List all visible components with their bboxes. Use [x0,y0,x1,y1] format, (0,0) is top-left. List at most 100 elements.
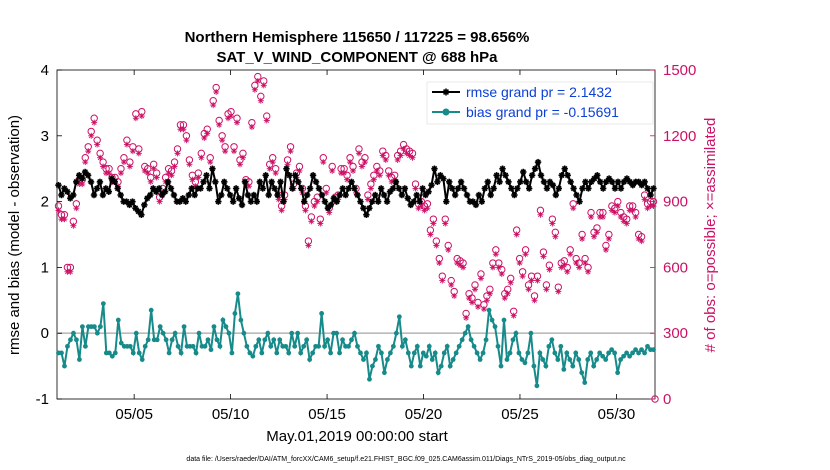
bias-point [585,357,591,362]
y-right-tick-label: 900 [663,194,688,211]
bias-point [268,343,274,349]
bias-point [71,330,76,336]
rmse-point [540,178,548,186]
obs-assimilated-point [543,286,550,293]
bias-point [549,337,555,343]
obs-assimilated-point [472,286,479,293]
bias-point [298,350,304,356]
obs-assimilated-point [519,273,526,280]
rmse-point [505,178,512,186]
obs-assimilated-point [457,262,464,269]
bias-point [163,337,169,343]
y-right-tick-label: 0 [663,391,671,408]
bias-point [83,343,88,349]
y-axis-right-label: # of obs: o=possible; ×=assimilated [702,118,719,353]
rmse-point [599,185,607,192]
bias-point [136,350,142,356]
rmse-point [585,185,592,192]
bias-point [600,353,606,359]
obs-assimilated-point [540,253,547,260]
bias-point [148,307,154,313]
bias-point [328,350,333,356]
bias-point [615,370,621,376]
bias-point [127,343,133,349]
bias-point [337,350,342,356]
bias-point [283,343,289,349]
x-tick-label: 05/10 [212,406,250,423]
bias-point [528,330,534,336]
rmse-point [274,191,281,199]
obs-assimilated-point [210,102,217,109]
obs-assimilated-point [85,148,92,155]
bias-point [232,311,238,316]
bias-point [489,317,495,323]
rmse-point [268,178,275,186]
obs-assimilated-point [120,159,127,166]
obs-assimilated-point [585,268,592,275]
rmse-point [449,185,456,192]
obs-assimilated-point [266,165,273,172]
obs-assimilated-point [599,213,606,220]
bias-point [501,317,507,323]
bias-point [519,357,525,362]
rmse-point [235,195,243,202]
obs-assimilated-point [341,170,348,177]
bias-point [250,353,256,359]
legend-entry-rmse: rmse grand pr = 2.1432 [466,84,612,100]
bias-point [190,343,196,349]
bias-point [420,350,426,356]
obs-assimilated-point [97,154,104,161]
obs-assimilated-point [123,141,130,148]
bias-point [468,337,474,343]
bias-point [483,337,489,343]
rmse-point [520,168,527,176]
rmse-point [457,178,465,186]
rmse-point [454,185,462,192]
bias-point [244,343,250,349]
bias-point [301,343,307,349]
bias-point [364,350,369,356]
bias-point [62,363,67,369]
obs-assimilated-point [189,176,196,183]
bias-point [370,363,375,369]
rmse-point [579,185,586,192]
obs-assimilated-point [248,124,255,131]
bias-point [74,337,79,343]
bias-point [94,330,100,336]
bias-point [241,330,247,336]
rmse-point [525,185,533,192]
bias-point [319,311,325,316]
obs-assimilated-point [370,176,377,183]
obs-assimilated-point [463,314,470,321]
bias-point [516,350,522,356]
rmse-point [380,191,388,199]
rmse-point [164,178,172,186]
bias-point [358,350,363,356]
obs-assimilated-point [138,113,145,120]
rmse-point [351,185,358,192]
bias-point [627,353,632,359]
obs-assimilated-point [260,82,267,89]
bias-point [376,343,381,349]
obs-assimilated-point [400,145,407,152]
bias-point [292,343,298,349]
rmse-point [188,185,195,192]
obs-assimilated-point [632,213,639,220]
obs-assimilated-point [174,150,181,157]
rmse-series [55,158,657,218]
rmse-point [398,191,406,199]
rmse-point [528,172,536,179]
bias-point [277,337,283,343]
rmse-point [81,168,89,176]
obs-assimilated-point [412,185,419,192]
rmse-point [170,191,178,199]
obs-assimilated-point [320,159,327,166]
obs-assimilated-point [364,196,371,203]
obs-assimilated-point [144,170,151,177]
obs-assimilated-point [88,132,95,139]
bias-point [307,357,313,362]
rmse-point [635,178,642,186]
y-left-tick-label: 2 [41,194,49,211]
rmse-point [413,191,420,199]
obs-assimilated-point [409,154,416,161]
